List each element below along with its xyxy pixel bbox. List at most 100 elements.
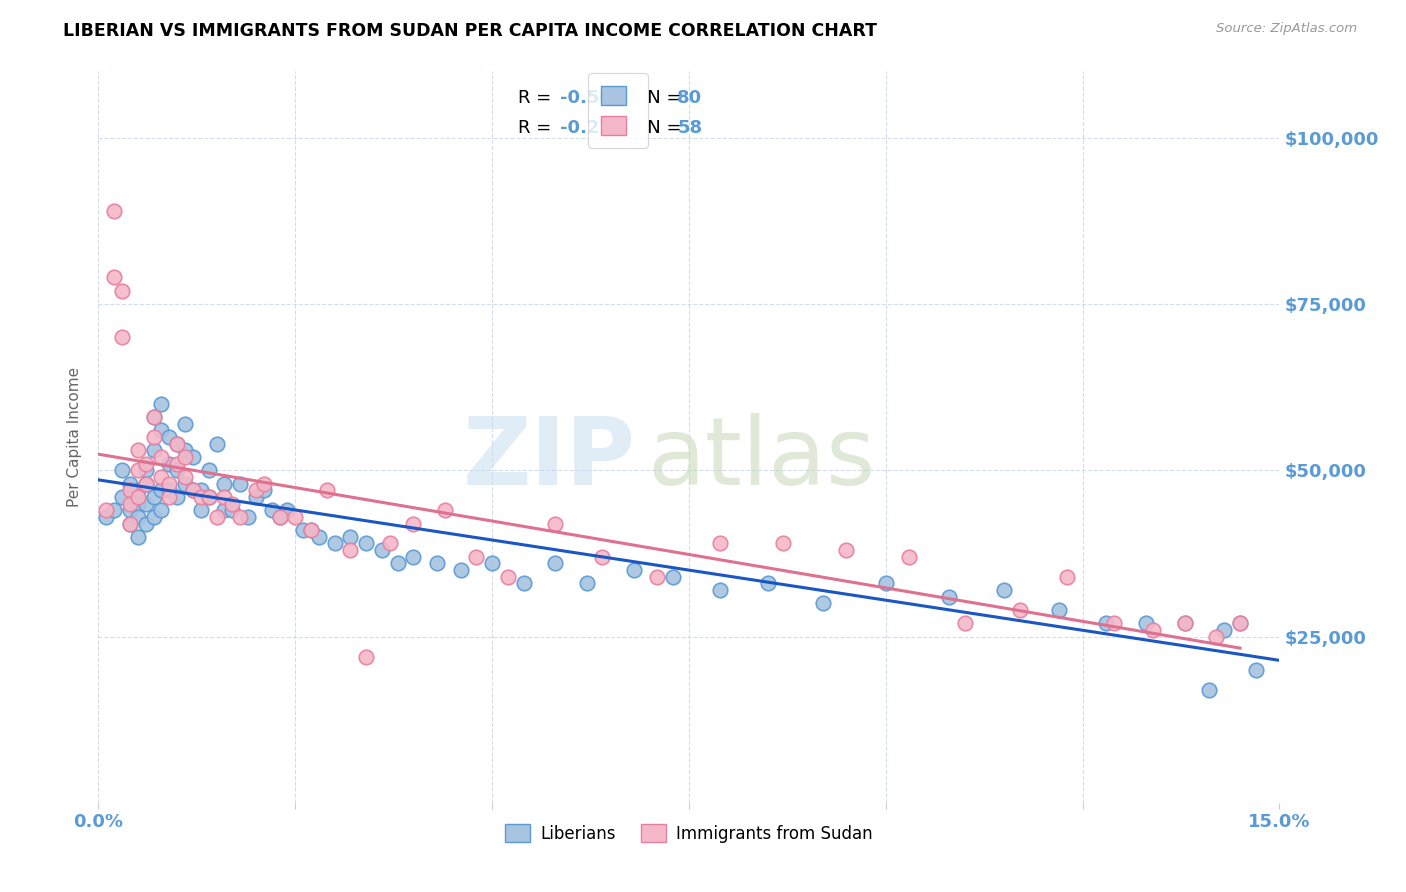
Point <box>118 516 141 531</box>
Point <box>197 490 219 504</box>
Point <box>174 417 197 431</box>
Point <box>150 424 173 438</box>
Point <box>135 476 157 491</box>
Point <box>591 549 613 564</box>
Point <box>292 523 315 537</box>
Point <box>142 490 165 504</box>
Point <box>214 490 236 504</box>
Point <box>1198 682 1220 697</box>
Point <box>157 483 180 498</box>
Legend: Liberians, Immigrants from Sudan: Liberians, Immigrants from Sudan <box>499 818 879 849</box>
Point <box>118 503 141 517</box>
Point <box>229 509 252 524</box>
Point <box>181 450 204 464</box>
Text: 80: 80 <box>678 89 702 107</box>
Point <box>450 563 472 577</box>
Point <box>111 284 134 298</box>
Point <box>127 530 149 544</box>
Point <box>181 483 204 498</box>
Point <box>1229 616 1251 631</box>
Point <box>811 596 834 610</box>
Text: R =: R = <box>517 89 557 107</box>
Point <box>111 463 134 477</box>
Point <box>150 470 173 484</box>
Point <box>481 557 503 571</box>
Point <box>512 576 534 591</box>
Point <box>221 503 243 517</box>
Point <box>150 397 173 411</box>
Point <box>953 616 976 631</box>
Point <box>354 649 377 664</box>
Point <box>339 530 361 544</box>
Point <box>323 536 346 550</box>
Text: ZIP: ZIP <box>463 413 636 505</box>
Point <box>190 490 212 504</box>
Point <box>253 483 276 498</box>
Point <box>118 516 141 531</box>
Point <box>1174 616 1197 631</box>
Point <box>284 509 307 524</box>
Point <box>1056 570 1078 584</box>
Point <box>205 509 228 524</box>
Point <box>166 490 188 504</box>
Text: -0.504: -0.504 <box>560 89 624 107</box>
Point <box>496 570 519 584</box>
Point <box>308 530 330 544</box>
Point <box>166 436 188 450</box>
Point <box>269 509 291 524</box>
Point <box>135 516 157 531</box>
Point <box>835 543 858 558</box>
Point <box>402 549 425 564</box>
Point <box>465 549 488 564</box>
Point <box>205 436 228 450</box>
Point <box>387 557 409 571</box>
Point <box>299 523 322 537</box>
Point <box>260 503 283 517</box>
Point <box>709 536 731 550</box>
Point <box>1008 603 1031 617</box>
Point <box>150 450 173 464</box>
Text: N =: N = <box>630 119 688 136</box>
Point <box>772 536 794 550</box>
Point <box>142 509 165 524</box>
Point <box>245 483 267 498</box>
Point <box>197 490 219 504</box>
Point <box>174 450 197 464</box>
Point <box>157 430 180 444</box>
Point <box>103 204 125 219</box>
Text: 58: 58 <box>678 119 702 136</box>
Point <box>135 497 157 511</box>
Point <box>96 509 118 524</box>
Point <box>135 463 157 477</box>
Point <box>299 523 322 537</box>
Point <box>575 576 598 591</box>
Y-axis label: Per Capita Income: Per Capita Income <box>67 367 83 508</box>
Point <box>166 457 188 471</box>
Point <box>142 410 165 425</box>
Point <box>174 476 197 491</box>
Point <box>181 483 204 498</box>
Point <box>166 436 188 450</box>
Point <box>197 463 219 477</box>
Point <box>127 483 149 498</box>
Point <box>221 497 243 511</box>
Point <box>135 476 157 491</box>
Point <box>96 503 118 517</box>
Point <box>402 516 425 531</box>
Point <box>426 557 449 571</box>
Point <box>378 536 401 550</box>
Point <box>371 543 394 558</box>
Point <box>214 476 236 491</box>
Point <box>111 330 134 344</box>
Point <box>756 576 779 591</box>
Point <box>103 503 125 517</box>
Text: atlas: atlas <box>648 413 876 505</box>
Point <box>142 430 165 444</box>
Point <box>276 503 298 517</box>
Point <box>142 443 165 458</box>
Point <box>1047 603 1070 617</box>
Text: LIBERIAN VS IMMIGRANTS FROM SUDAN PER CAPITA INCOME CORRELATION CHART: LIBERIAN VS IMMIGRANTS FROM SUDAN PER CA… <box>63 22 877 40</box>
Text: N =: N = <box>630 89 688 107</box>
Point <box>339 543 361 558</box>
Point <box>166 463 188 477</box>
